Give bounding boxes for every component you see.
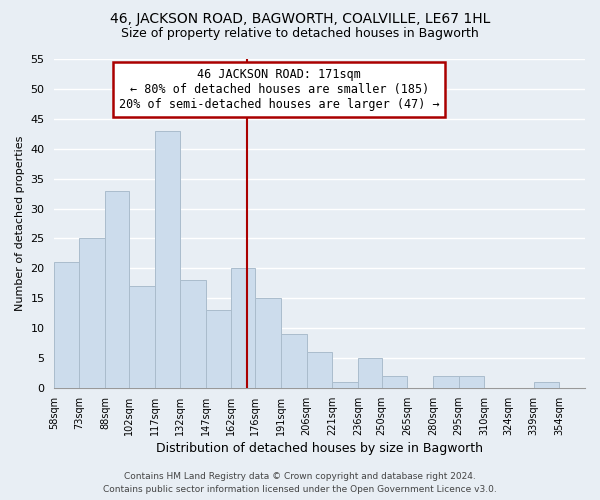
Text: Contains HM Land Registry data © Crown copyright and database right 2024.
Contai: Contains HM Land Registry data © Crown c… bbox=[103, 472, 497, 494]
Bar bbox=[255, 298, 281, 388]
Y-axis label: Number of detached properties: Number of detached properties bbox=[15, 136, 25, 311]
Bar bbox=[129, 286, 155, 388]
Bar bbox=[534, 382, 559, 388]
Bar bbox=[358, 358, 382, 388]
Text: 46, JACKSON ROAD, BAGWORTH, COALVILLE, LE67 1HL: 46, JACKSON ROAD, BAGWORTH, COALVILLE, L… bbox=[110, 12, 490, 26]
Text: Size of property relative to detached houses in Bagworth: Size of property relative to detached ho… bbox=[121, 28, 479, 40]
Bar bbox=[180, 280, 206, 388]
Bar bbox=[54, 262, 79, 388]
Bar bbox=[79, 238, 105, 388]
Bar bbox=[382, 376, 407, 388]
Bar bbox=[307, 352, 332, 388]
Bar bbox=[433, 376, 458, 388]
Bar bbox=[458, 376, 484, 388]
Text: 46 JACKSON ROAD: 171sqm
← 80% of detached houses are smaller (185)
20% of semi-d: 46 JACKSON ROAD: 171sqm ← 80% of detache… bbox=[119, 68, 440, 111]
Bar bbox=[281, 334, 307, 388]
Bar bbox=[206, 310, 232, 388]
Bar bbox=[155, 131, 180, 388]
X-axis label: Distribution of detached houses by size in Bagworth: Distribution of detached houses by size … bbox=[156, 442, 483, 455]
Bar bbox=[232, 268, 255, 388]
Bar bbox=[332, 382, 358, 388]
Bar bbox=[105, 190, 129, 388]
